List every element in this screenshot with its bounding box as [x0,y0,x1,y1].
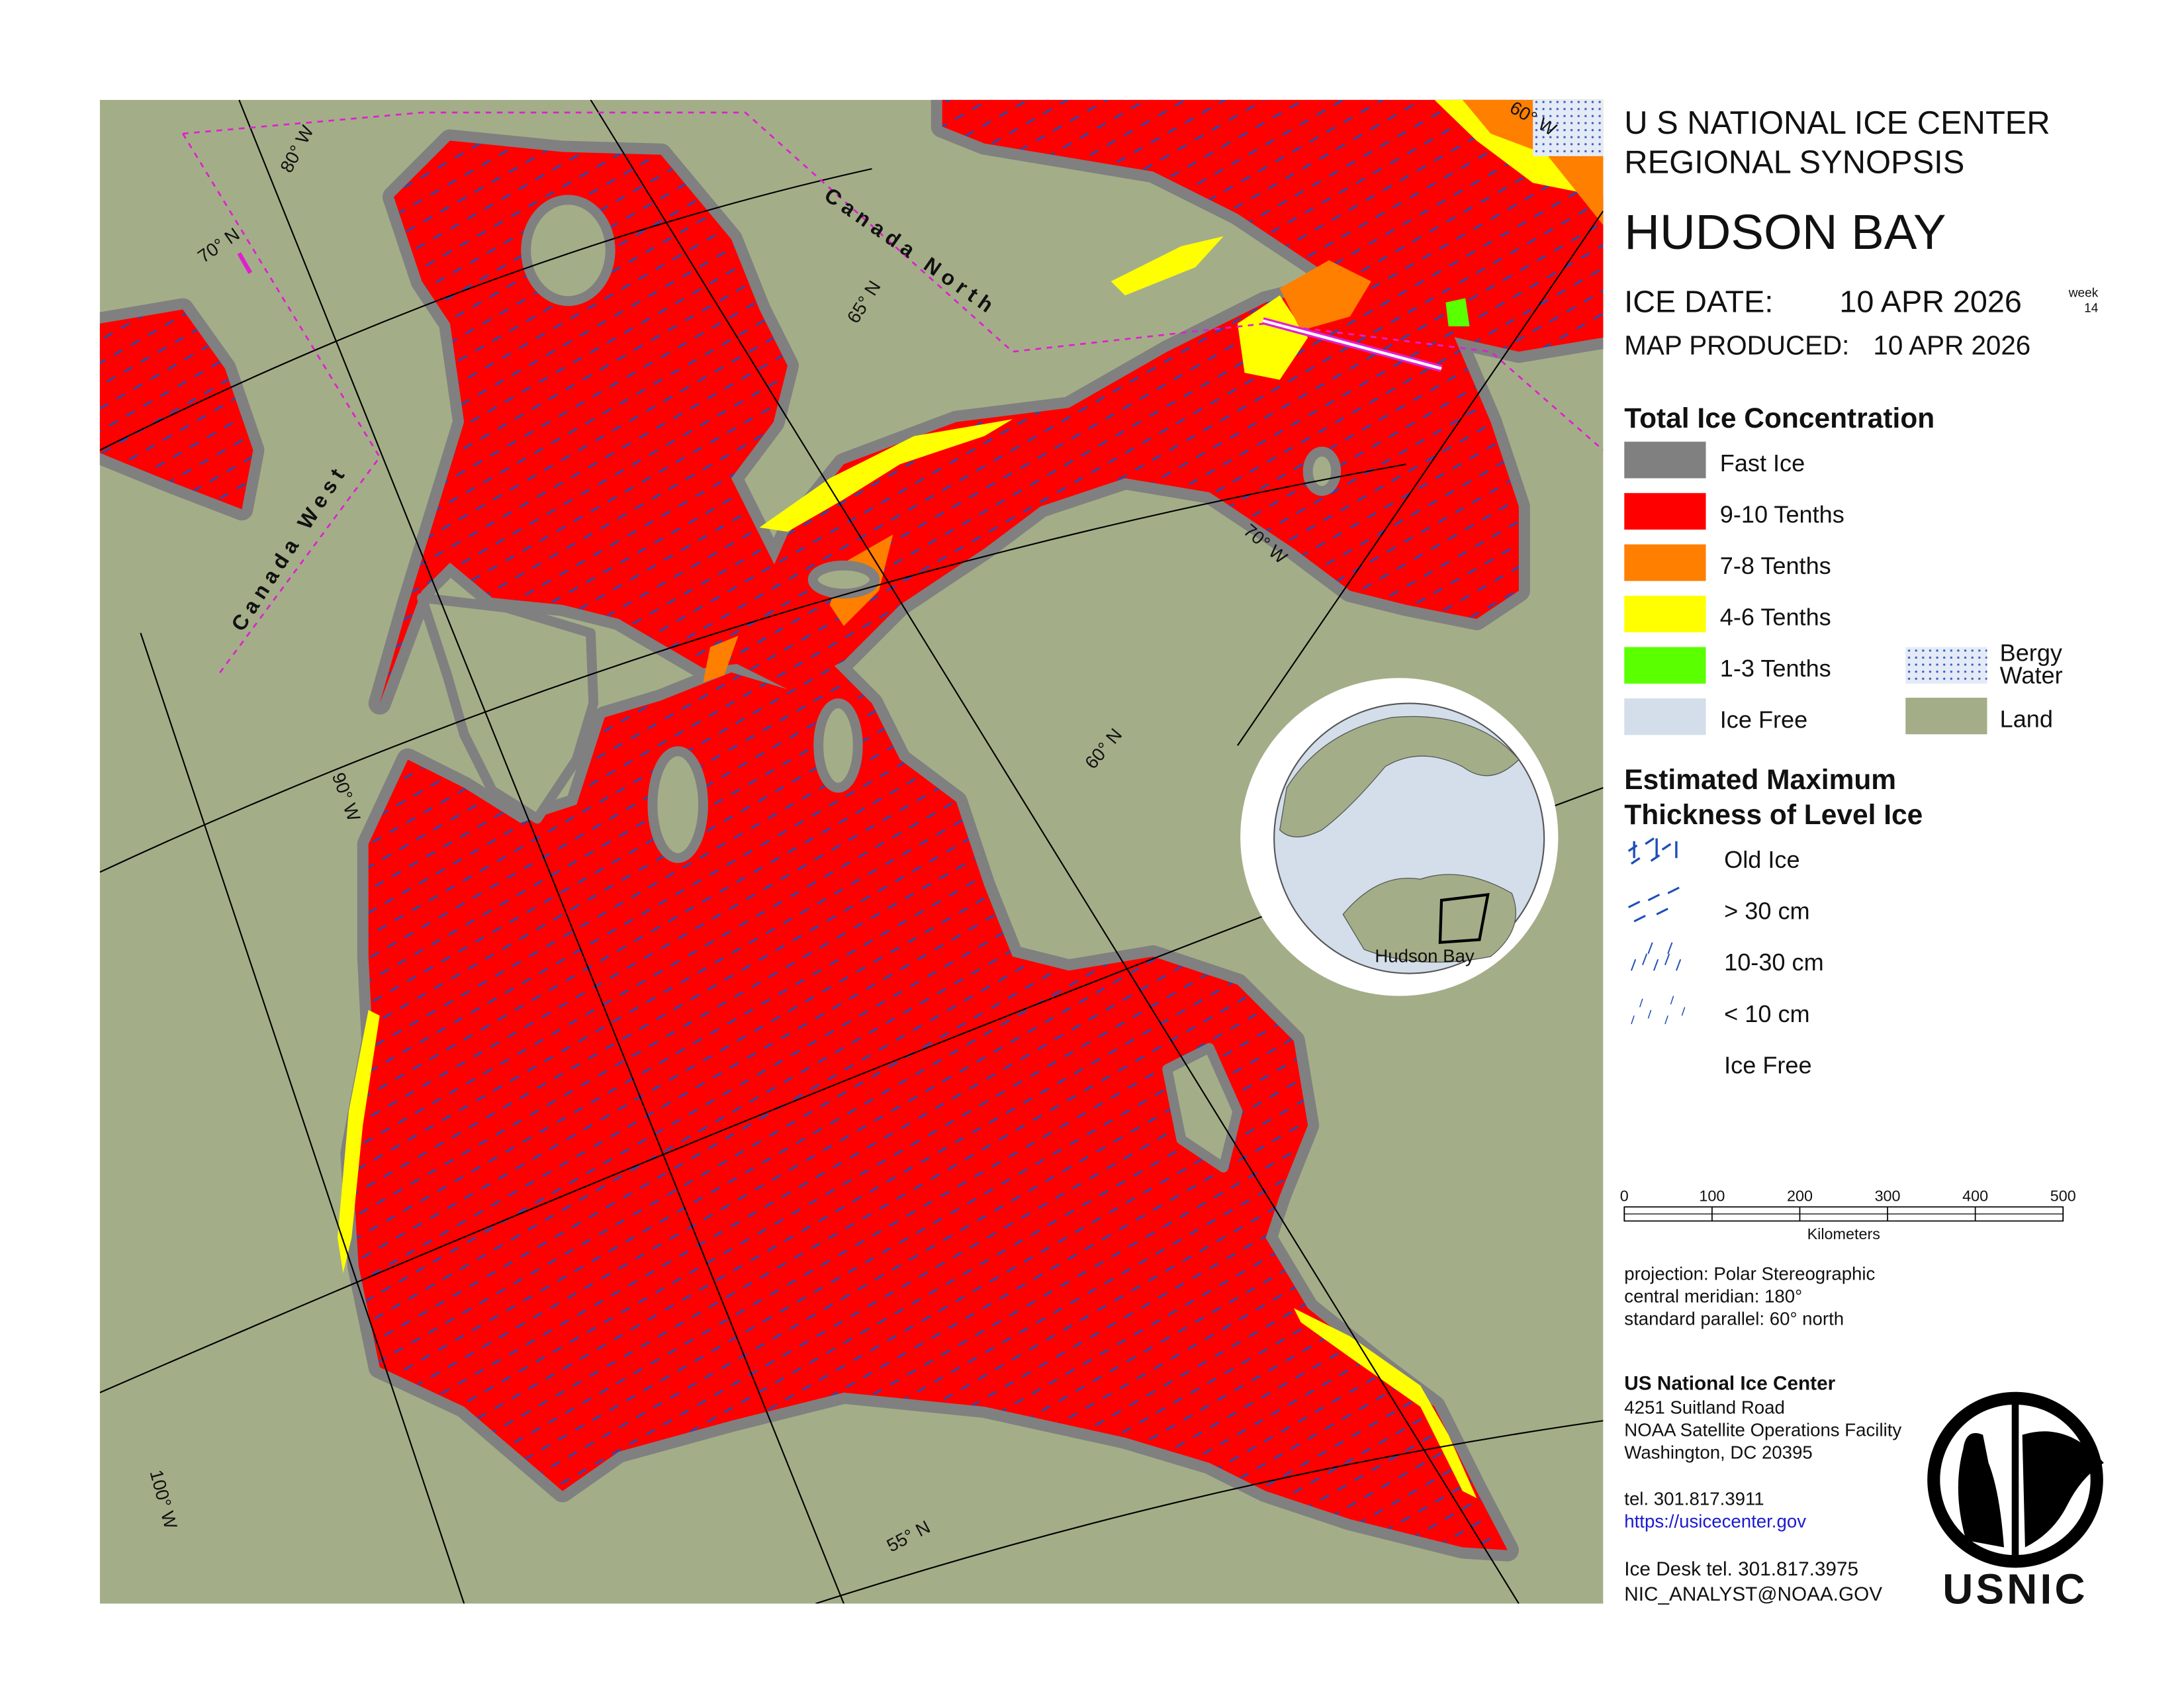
ice-1-3 [1445,298,1470,326]
thickness-title: Thickness of Level Ice [1624,800,1923,831]
contact-email: NIC_ANALYST@NOAA.GOV [1624,1583,1882,1605]
scale-tick-label: 300 [1875,1188,1901,1205]
logo: USNIC [1927,1391,2104,1613]
legend-label: 9-10 Tenths [1720,500,1844,528]
legend-label: Fast Ice [1720,449,1805,477]
ice-date: 10 APR 2026 [1839,285,2021,319]
legend-label: > 30 cm [1724,898,1809,925]
islands [417,195,1342,1173]
week-label: week [2068,286,2099,300]
region-title: HUDSON BAY [1624,205,1946,259]
legend-label: 1-3 Tenths [1720,655,1831,682]
legend-swatch [1624,647,1706,684]
legend-label: < 10 cm [1724,1000,1809,1027]
region-boundaries [182,111,1604,676]
legend-label: 4-6 Tenths [1720,604,1831,631]
contact-tel: tel. 301.817.3911 [1624,1489,1764,1509]
produced: 10 APR 2026 [1873,330,2030,360]
legend-label: Land [2000,706,2053,733]
week: 14 [2084,302,2099,316]
legend-label: Bergy [2000,639,2062,667]
legend-swatch [1624,595,1706,633]
agency: U S NATIONAL ICE CENTER [1624,105,2050,141]
ice-date-label: ICE DATE: [1624,285,1773,319]
legend-swatch [1624,492,1706,530]
boundary-marker [237,252,253,274]
bergy-water [1533,99,1604,156]
legend-swatch [1905,647,1987,684]
legend-label: Old Ice [1724,846,1799,873]
logo-text: USNIC [1942,1565,2088,1613]
scale-tick-label: 100 [1699,1188,1725,1205]
projection: projection: Polar Stereographic [1624,1264,1875,1284]
inset-label: Hudson Bay [1375,945,1475,966]
legend-swatch [1624,544,1706,581]
contact-name: US National Ice Center [1624,1372,1835,1394]
produced-label: MAP PRODUCED: [1624,330,1849,360]
legend-label: Ice Free [1724,1051,1811,1078]
legend-label: Ice Free [1720,706,1807,733]
contact-address: Washington, DC 20395 [1624,1442,1812,1463]
map: 80° W 70° N 65° N 70° W 60° N 90° W 100°… [99,99,1604,1604]
scale-tick-label: 400 [1962,1188,1988,1205]
concentration-legend: Fast Ice 9-10 Tenths 7-8 Tenths 4-6 Tenths 1… [1624,442,1844,735]
legend-swatch [1624,698,1706,735]
thickness-title: Estimated Maximum [1624,765,1896,796]
inset-globe: Hudson Bay [1240,678,1559,996]
contact-url[interactable]: https://usicecenter.gov [1624,1511,1806,1532]
legend-label: 10-30 cm [1724,949,1824,976]
contact-ice-desk: Ice Desk tel. 301.817.3975 [1624,1558,1858,1580]
contact-address: NOAA Satellite Operations Facility [1624,1420,1901,1440]
thickness-symbols [1627,837,1686,1025]
projection: central meridian: 180° [1624,1286,1802,1307]
legend-label: Water [2000,662,2063,689]
projection: standard parallel: 60° north [1624,1309,1844,1329]
legend-label: 7-8 Tenths [1720,552,1831,579]
product: REGIONAL SYNOPSIS [1624,144,1964,180]
scale-unit: Kilometers [1807,1225,1880,1243]
boundary-marker [1262,319,1442,370]
scale-bar: 0 100 200 300 400 500 Kilometers [1620,1188,2076,1243]
legend-swatch [1624,442,1706,479]
legend-title: Total Ice Concentration [1624,403,1934,434]
scale-tick-label: 200 [1787,1188,1813,1205]
scale-tick-label: 0 [1620,1188,1629,1205]
legend-swatch [1905,698,1987,735]
thickness-legend: Old Ice > 30 cm 10-30 cm < 10 cm Ice Free [1724,846,1824,1078]
contact-address: 4251 Suitland Road [1624,1397,1785,1418]
scale-tick-label: 500 [2050,1188,2076,1205]
